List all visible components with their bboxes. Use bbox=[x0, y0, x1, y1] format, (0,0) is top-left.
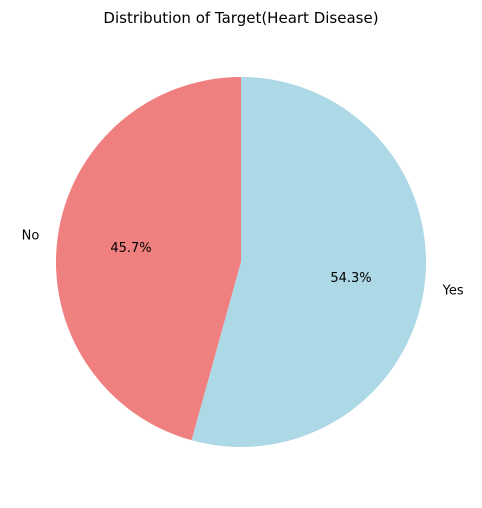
slice-percent-no: 45.7% bbox=[110, 241, 151, 256]
pie-slice-yes bbox=[191, 77, 426, 447]
slice-label-no: No bbox=[22, 229, 40, 244]
pie-slices bbox=[55, 77, 426, 447]
slice-percent-yes: 54.3% bbox=[330, 271, 371, 286]
pie-slice-no bbox=[55, 77, 242, 441]
slice-label-yes: Yes bbox=[442, 283, 464, 298]
chart-title: Distribution of Target(Heart Disease) bbox=[103, 9, 378, 27]
pie-labels: No 45.7% Yes 54.3% bbox=[22, 229, 464, 299]
